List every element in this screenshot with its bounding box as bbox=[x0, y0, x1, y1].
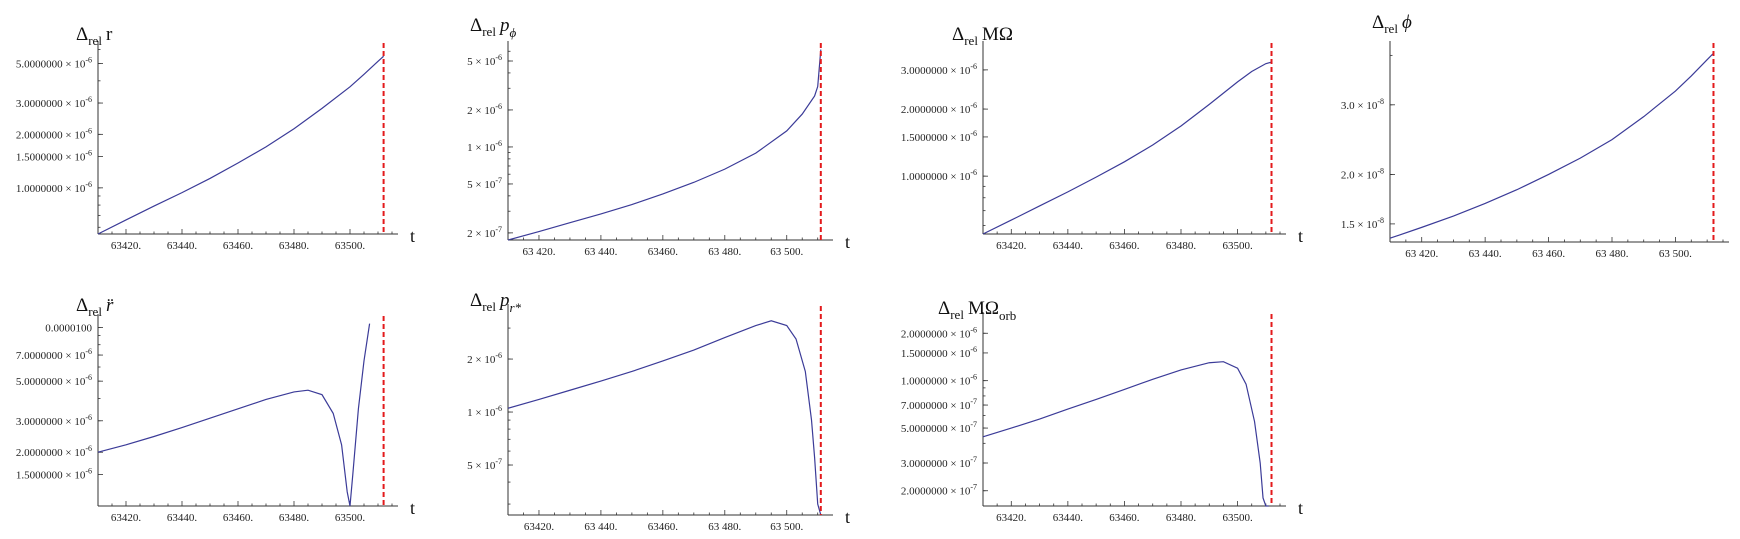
x-tick-label: 63 440. bbox=[584, 521, 617, 533]
x-tick-label: 63420. bbox=[524, 521, 555, 533]
x-tick-label: 63420. bbox=[996, 240, 1027, 252]
x-axis-label: t bbox=[1298, 498, 1303, 518]
x-tick-label: 63 500. bbox=[770, 246, 803, 258]
y-tick-label: 7.0000000 × 10-6 bbox=[16, 347, 92, 362]
x-tick-label: 63440. bbox=[167, 512, 198, 524]
x-tick-label: 63500. bbox=[1222, 240, 1253, 252]
x-tick-label: 63460. bbox=[223, 240, 254, 252]
series-line bbox=[1389, 52, 1714, 239]
x-tick-label: 63420. bbox=[996, 512, 1027, 524]
y-tick-label: 0.0000100 bbox=[45, 322, 92, 334]
y-tick-label: 1.0000000 × 10-6 bbox=[901, 373, 977, 388]
y-tick-label: 1.0000000 × 10-6 bbox=[901, 168, 977, 183]
x-tick-label: 63 500. bbox=[1659, 248, 1692, 260]
y-tick-label: 3.0000000 × 10-6 bbox=[901, 62, 977, 77]
y-tick-label: 2.0000000 × 10-6 bbox=[901, 325, 977, 340]
y-tick-label: 1 × 10-6 bbox=[467, 139, 502, 154]
panel-title: Δrel r bbox=[76, 24, 113, 48]
y-tick-label: 1 × 10-6 bbox=[467, 404, 502, 419]
y-tick-label: 2.0000000 × 10-6 bbox=[16, 444, 92, 459]
x-axis-label: t bbox=[845, 232, 850, 252]
x-tick-label: 63420. bbox=[111, 512, 142, 524]
x-tick-label: 63 480. bbox=[1596, 248, 1629, 260]
series-line bbox=[507, 320, 822, 516]
y-tick-label: 1.5000000 × 10-6 bbox=[16, 149, 92, 164]
panel-title: Δrel ϕ bbox=[1372, 12, 1412, 36]
x-tick-label: 63460. bbox=[1109, 240, 1140, 252]
series-line bbox=[982, 361, 1269, 507]
y-tick-label: 1.5 × 10-8 bbox=[1341, 216, 1384, 231]
y-tick-label: 7.0000000 × 10-7 bbox=[901, 397, 977, 412]
y-tick-label: 5 × 10-7 bbox=[467, 176, 502, 191]
panel-title: Δrel pr* bbox=[470, 290, 521, 315]
y-tick-label: 5.0000000 × 10-6 bbox=[16, 373, 92, 388]
y-tick-label: 3.0 × 10-8 bbox=[1341, 97, 1384, 112]
y-tick-label: 1.5000000 × 10-6 bbox=[901, 345, 977, 360]
y-tick-label: 3.0000000 × 10-7 bbox=[901, 455, 977, 470]
series-line bbox=[97, 323, 371, 507]
x-tick-label: 63440. bbox=[1053, 512, 1084, 524]
y-tick-label: 2 × 10-7 bbox=[467, 225, 502, 240]
y-tick-label: 2.0000000 × 10-6 bbox=[901, 101, 977, 116]
x-tick-label: 63480. bbox=[1166, 512, 1197, 524]
panel-momegaorb: 63420. 63440. 63460. 63480. 63500. t 2.0000000… bbox=[901, 298, 1303, 524]
x-axis-label: t bbox=[845, 507, 850, 527]
x-tick-label: 63460. bbox=[1109, 512, 1140, 524]
series-line bbox=[507, 49, 822, 241]
x-tick-label: 63480. bbox=[279, 512, 310, 524]
y-tick-label: 5 × 10-6 bbox=[467, 53, 502, 68]
x-axis-label: t bbox=[410, 226, 415, 246]
x-axis-label: t bbox=[410, 498, 415, 518]
x-tick-label: 63480. bbox=[279, 240, 310, 252]
x-tick-label: 63 440. bbox=[1469, 248, 1502, 260]
y-tick-label: 1.0000000 × 10-6 bbox=[16, 180, 92, 195]
x-tick-label: 63500. bbox=[335, 512, 366, 524]
y-tick-label: 2.0000000 × 10-6 bbox=[16, 126, 92, 141]
x-tick-label: 63 420. bbox=[522, 246, 555, 258]
x-tick-label: 63 480. bbox=[708, 521, 741, 533]
y-tick-label: 3.0000000 × 10-6 bbox=[16, 413, 92, 428]
x-tick-label: 63440. bbox=[1053, 240, 1084, 252]
panel-title: Δrel MΩ bbox=[952, 24, 1013, 48]
x-tick-label: 63480. bbox=[1166, 240, 1197, 252]
y-tick-label: 5.0000000 × 10-7 bbox=[901, 420, 977, 435]
x-axis-label: t bbox=[1298, 226, 1303, 246]
x-tick-label: 63460. bbox=[648, 246, 679, 258]
series-line bbox=[97, 55, 385, 235]
panel-title: Δrel pϕ bbox=[470, 15, 516, 40]
x-tick-label: 63420. bbox=[111, 240, 142, 252]
panel-phi: 63 420.63 440.63 460.63 480.63 500.t1.5 … bbox=[1341, 12, 1729, 260]
y-tick-label: 2.0 × 10-8 bbox=[1341, 166, 1384, 181]
y-tick-label: 5 × 10-7 bbox=[467, 457, 502, 472]
x-tick-label: 63 420. bbox=[1405, 248, 1438, 260]
x-tick-label: 63500. bbox=[335, 240, 366, 252]
x-tick-label: 63440. bbox=[167, 240, 198, 252]
y-tick-label: 5.0000000 × 10-6 bbox=[16, 56, 92, 71]
panel-prstar: 63420. 63 440. 63460. 63 480. 63 500. t 5 × 10… bbox=[467, 290, 850, 533]
panel-r: 63420. 63440. 63460. 63480. 63500. t 1.0000000… bbox=[16, 24, 415, 252]
y-tick-label: 3.0000000 × 10-6 bbox=[16, 95, 92, 110]
x-tick-label: 63 460. bbox=[1532, 248, 1565, 260]
panel-title: Δrel MΩorb bbox=[938, 298, 1016, 323]
x-tick-label: 63 500. bbox=[770, 521, 803, 533]
panel-rddot: 63420. 63440. 63460. 63480. 63500. t 1.5000000… bbox=[16, 295, 415, 524]
x-tick-label: 63460. bbox=[648, 521, 679, 533]
panel-pphi: 63 420. 63 440. 63460. 63 480. 63 500. t 2 × 1… bbox=[467, 15, 850, 258]
y-tick-label: 1.5000000 × 10-6 bbox=[16, 467, 92, 482]
y-tick-label: 2 × 10-6 bbox=[467, 102, 502, 117]
y-tick-label: 2.0000000 × 10-7 bbox=[901, 483, 977, 498]
x-tick-label: 63 440. bbox=[584, 246, 617, 258]
x-tick-label: 63 480. bbox=[708, 246, 741, 258]
y-tick-label: 2 × 10-6 bbox=[467, 351, 502, 366]
series-line bbox=[982, 61, 1272, 235]
panel-title: Δrel r̈ bbox=[76, 295, 114, 319]
x-tick-label: 63460. bbox=[223, 512, 254, 524]
x-tick-label: 63500. bbox=[1222, 512, 1253, 524]
panel-momega: 63420. 63440. 63460. 63480. 63500. t 1.0000000… bbox=[901, 24, 1303, 252]
y-tick-label: 1.5000000 × 10-6 bbox=[901, 129, 977, 144]
